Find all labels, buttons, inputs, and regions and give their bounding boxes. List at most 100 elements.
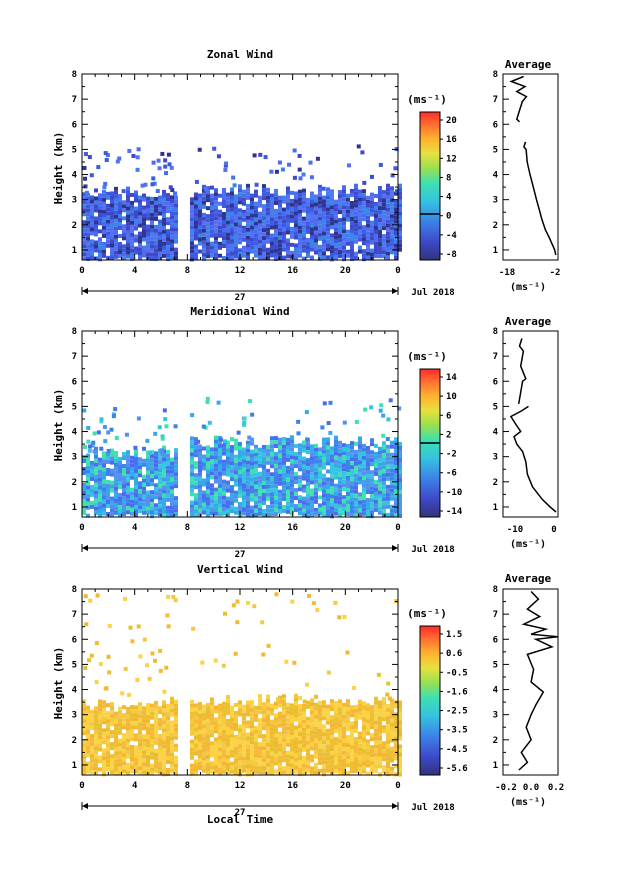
heatmap-cell	[166, 736, 170, 741]
heatmap-cell	[201, 458, 206, 463]
heatmap-cell	[102, 499, 106, 504]
heatmap-cell	[166, 704, 170, 709]
heatmap-cell	[130, 216, 134, 221]
heatmap-cell	[237, 449, 242, 454]
profile-xlabel: (ms⁻¹)	[510, 282, 546, 293]
heatmap-cell	[365, 255, 370, 260]
heatmap-cell	[170, 764, 174, 769]
heatmap-cell	[341, 730, 346, 735]
heatmap-cell	[189, 472, 194, 477]
heatmap-cell	[245, 704, 250, 709]
heatmap-cell	[349, 497, 354, 502]
heatmap-cell	[213, 443, 218, 448]
heatmap-cell	[381, 753, 386, 758]
heatmap-cell	[237, 744, 242, 749]
heatmap-cell	[353, 203, 358, 208]
heatmap-cell	[313, 198, 318, 203]
heatmap-cell	[321, 481, 326, 486]
heatmap-cell	[122, 208, 126, 213]
heatmap-cell	[110, 247, 114, 252]
heatmap-cell	[341, 197, 346, 202]
heatmap-cell	[134, 737, 138, 742]
heatmap-cell	[289, 771, 294, 776]
heatmap-cell	[205, 730, 210, 735]
heatmap-cell	[241, 503, 246, 508]
heatmap-cell	[213, 721, 218, 726]
heatmap-cell	[94, 680, 99, 685]
heatmap-cell	[146, 719, 150, 724]
heatmap-cell	[197, 749, 202, 754]
heatmap-cell	[174, 484, 178, 489]
heatmap-cell	[385, 183, 390, 188]
heatmap-cell	[297, 253, 302, 258]
heatmap-cell	[102, 764, 106, 769]
heatmap-cell	[94, 766, 98, 771]
heatmap-cell	[86, 717, 90, 722]
heatmap-cell	[110, 191, 114, 196]
heatmap-cell	[245, 211, 250, 216]
heatmap-cell	[337, 254, 342, 259]
heatmap-cell	[393, 243, 398, 248]
y-tick-label: 4	[72, 171, 78, 181]
heatmap-cell	[341, 487, 346, 492]
heatmap-cell	[205, 750, 210, 755]
heatmap-cell	[349, 192, 354, 197]
heatmap-cell	[357, 448, 362, 453]
heatmap-cell	[98, 213, 102, 218]
heatmap-cell	[377, 186, 382, 191]
heatmap-cell	[397, 768, 402, 773]
heatmap-cell	[150, 196, 154, 201]
heatmap-cell	[205, 238, 210, 243]
heatmap-cell	[381, 214, 386, 219]
heatmap-cell	[241, 201, 246, 206]
heatmap-cell	[82, 731, 86, 736]
heatmap-cell	[257, 698, 262, 703]
heatmap-cell	[377, 234, 382, 239]
heatmap-cell	[102, 495, 106, 500]
heatmap-cell	[221, 705, 226, 710]
heatmap-cell	[293, 251, 298, 256]
heatmap-cell	[269, 512, 274, 517]
heatmap-cell	[273, 745, 278, 750]
heatmap-cell	[277, 477, 282, 482]
heatmap-cell	[365, 514, 370, 519]
heatmap-cell	[309, 235, 314, 240]
heatmap-cell	[261, 476, 266, 481]
heatmap-cell	[393, 764, 398, 769]
heatmap-cell	[297, 760, 302, 765]
heatmap-cell	[289, 234, 294, 239]
heatmap-cell	[333, 223, 338, 228]
heatmap-cell	[130, 487, 134, 492]
heatmap-cell	[110, 734, 114, 739]
heatmap-cell	[225, 750, 230, 755]
heatmap-cell	[110, 758, 114, 763]
heatmap-cell	[118, 754, 122, 759]
heatmap-cell	[241, 712, 246, 717]
heatmap-cell	[329, 723, 334, 728]
heatmap-cell	[373, 455, 378, 460]
heatmap-cell	[285, 453, 290, 458]
heatmap-cell	[245, 187, 250, 192]
heatmap-cell	[134, 210, 138, 215]
heatmap-cell	[94, 466, 98, 471]
y-tick-label: 4	[72, 428, 78, 438]
heatmap-cell	[373, 467, 378, 472]
heatmap-cell	[377, 470, 382, 475]
heatmap-cell	[151, 160, 156, 165]
heatmap-cell	[273, 701, 278, 706]
heatmap-cell	[114, 222, 118, 227]
heatmap-cell	[209, 701, 214, 706]
heatmap-cell	[126, 218, 130, 223]
heatmap-cell	[397, 509, 402, 514]
heatmap-cell	[146, 216, 150, 221]
heatmap-cell	[385, 191, 390, 196]
heatmap-cell	[385, 472, 390, 477]
colorbar-tick-label: 0	[446, 212, 451, 222]
heatmap-cell	[353, 219, 358, 224]
heatmap-cell	[150, 743, 154, 748]
heatmap-cell	[377, 486, 382, 491]
heatmap-cell	[229, 729, 234, 734]
heatmap-cell	[162, 732, 166, 737]
heatmap-cell	[102, 217, 106, 222]
heatmap-cell	[293, 207, 298, 212]
